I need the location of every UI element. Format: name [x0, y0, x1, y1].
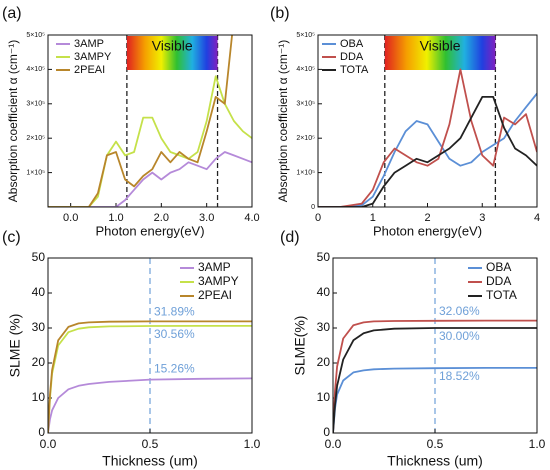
series-line [48, 151, 252, 207]
y-tick-label: 10 [317, 390, 331, 404]
x-tick-label: 0.0 [63, 212, 78, 224]
y-tick-label: 5×10⁵ [296, 32, 315, 39]
y-tick-label: 1×10⁵ [26, 169, 45, 176]
y-axis-label: Absorption coefficient α (cm⁻¹) [276, 40, 290, 202]
series-line [333, 319, 537, 433]
y-tick-label: 0 [311, 204, 315, 211]
y-tick-label: 50 [32, 250, 46, 264]
plot-frame [47, 257, 253, 434]
legend-label: 2PEAI [74, 64, 105, 76]
panel: (c) 0 10 20 30 40 50 0.0 0.5 1.0 Thickness (um) SLM… [2, 229, 261, 468]
y-tick-label: 20 [317, 355, 331, 369]
x-tick-label: 1.0 [244, 437, 261, 451]
y-axis-label: Absorption coefficient α (cm⁻¹) [6, 40, 20, 202]
value-annotation: 18.52% [439, 369, 480, 383]
y-tick-label: 2×10⁵ [296, 135, 315, 142]
series-line [333, 327, 537, 433]
series-line [318, 96, 537, 207]
x-tick-label: 1.0 [108, 212, 123, 224]
legend-label: 3AMP [74, 38, 104, 50]
y-tick-label: 40 [317, 285, 331, 299]
value-annotation: 15.26% [154, 362, 195, 376]
y-tick-label: 40 [32, 285, 46, 299]
y-tick-label: 1×10⁵ [296, 169, 315, 176]
value-annotation: 31.89% [154, 305, 195, 319]
x-tick-label: 4 [534, 212, 540, 224]
y-tick-label: 4×10⁵ [26, 66, 45, 73]
panel-label: (a) [2, 5, 22, 22]
panel: (a) Visible 1×10⁵ 2×10⁵ 3×10⁵ 4×10⁵ 5×10⁵ 0.0 1.… [2, 5, 260, 238]
x-tick-label: 0 [315, 212, 321, 224]
visible-band [384, 36, 496, 70]
legend-label: 3AMPY [74, 51, 112, 63]
y-tick-label: 3×10⁵ [26, 101, 45, 108]
panel-label: (d) [280, 229, 300, 246]
x-axis-label: Thickness (um) [387, 453, 483, 469]
panel: (b) Visible 0 1×10⁵ 2×10⁵ 3×10⁵ 4×10⁵ 5×10⁵ 0 1 2 3… [270, 5, 540, 238]
x-axis-label: Photon energy(eV) [373, 223, 482, 238]
y-tick-label: 4×10⁵ [296, 66, 315, 73]
x-tick-label: 1 [370, 212, 376, 224]
panel-label: (c) [2, 229, 21, 246]
legend-label: OBA [486, 260, 511, 274]
plot-frame [332, 257, 538, 434]
y-tick-label: 30 [32, 320, 46, 334]
panel: (d) 0 10 20 30 40 50 0.0 0.5 1.0 Thickness (um) SLM… [280, 229, 546, 468]
x-tick-label: 0.0 [40, 437, 57, 451]
legend-label: 3AMPY [198, 274, 239, 288]
x-tick-label: 0.5 [427, 437, 444, 451]
x-tick-label: 4.0 [244, 212, 259, 224]
y-tick-label: 10 [32, 390, 46, 404]
y-tick-label: 3×10⁵ [296, 101, 315, 108]
x-tick-label: 2 [424, 212, 430, 224]
series-line [318, 68, 537, 207]
plot-frame [47, 34, 253, 208]
x-tick-label: 2.0 [154, 212, 169, 224]
y-tick-label: 2×10⁵ [26, 135, 45, 142]
y-tick-label: 30 [317, 320, 331, 334]
x-tick-label: 0.5 [142, 437, 159, 451]
y-tick-label: 5×10⁵ [26, 32, 45, 39]
series-line [48, 320, 252, 433]
panel-label: (b) [270, 5, 290, 22]
y-tick-label: 20 [32, 355, 46, 369]
x-axis-label: Thickness (um) [102, 453, 198, 469]
y-tick-label: 50 [317, 250, 331, 264]
band-label: Visible [152, 38, 193, 54]
legend-label: OBA [340, 38, 364, 50]
x-tick-label: 3 [479, 212, 485, 224]
series-line [48, 35, 233, 207]
band-label: Visible [420, 38, 461, 54]
series-line [318, 92, 537, 207]
x-tick-label: 3.0 [199, 212, 214, 224]
legend-label: DDA [486, 274, 511, 288]
x-tick-label: 1.0 [529, 437, 546, 451]
value-annotation: 30.56% [154, 327, 195, 341]
x-axis-label: Photon energy(eV) [95, 223, 204, 238]
legend-label: TOTA [486, 288, 517, 302]
series-line [48, 75, 252, 207]
legend-label: 2PEAI [198, 288, 232, 302]
legend-label: TOTA [340, 64, 369, 76]
x-tick-label: 0.0 [325, 437, 342, 451]
plot-frame [317, 34, 538, 208]
y-axis-label: SLME (%) [7, 314, 23, 378]
legend-label: 3AMP [198, 260, 231, 274]
y-tick-label: 0 [38, 425, 45, 439]
value-annotation: 30.00% [439, 329, 480, 343]
value-annotation: 32.06% [439, 304, 480, 318]
legend-label: DDA [340, 51, 364, 63]
visible-band [126, 36, 218, 70]
y-axis-label: SLME(%) [292, 316, 308, 376]
y-tick-label: 0 [323, 425, 330, 439]
series-line [48, 377, 252, 433]
